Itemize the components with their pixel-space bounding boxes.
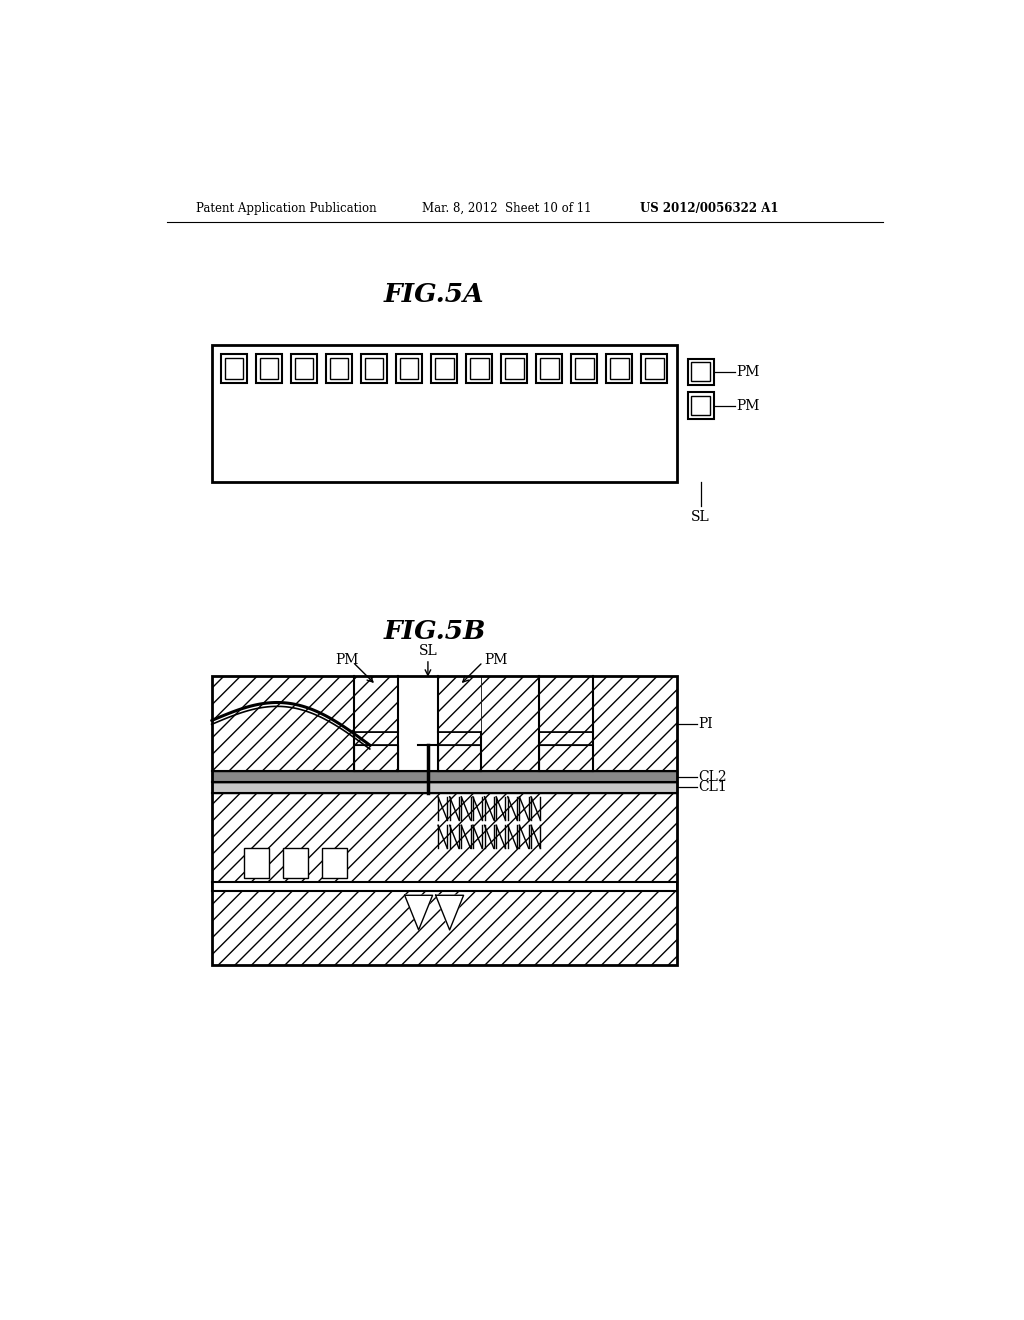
Bar — [536, 354, 562, 383]
Bar — [322, 847, 346, 878]
Bar — [540, 358, 558, 379]
Bar — [470, 358, 488, 379]
Bar — [212, 345, 677, 482]
Text: PM: PM — [484, 653, 508, 668]
Bar — [539, 733, 593, 744]
Bar — [291, 354, 317, 383]
Bar — [645, 358, 664, 379]
Bar — [260, 358, 279, 379]
Bar — [641, 354, 668, 383]
Bar — [539, 744, 593, 771]
Text: SL: SL — [419, 644, 437, 659]
Bar — [501, 354, 527, 383]
Text: Patent Application Publication: Patent Application Publication — [197, 202, 377, 215]
Bar — [400, 358, 419, 379]
Text: PM: PM — [736, 364, 760, 379]
Bar — [354, 676, 397, 733]
Bar — [593, 676, 677, 771]
Bar — [691, 363, 710, 381]
Text: PI: PI — [698, 717, 713, 730]
Bar — [691, 396, 710, 414]
Text: CL1: CL1 — [698, 780, 727, 795]
Bar — [438, 733, 481, 744]
Bar — [295, 358, 313, 379]
Bar — [435, 358, 454, 379]
Text: PM: PM — [736, 399, 760, 413]
Bar — [431, 354, 458, 383]
Bar — [330, 358, 348, 379]
Bar — [687, 359, 714, 385]
Bar — [571, 354, 597, 383]
Text: FIG.5B: FIG.5B — [384, 619, 486, 644]
Bar — [361, 354, 387, 383]
Bar — [438, 744, 481, 771]
Bar — [326, 354, 352, 383]
Bar — [539, 676, 593, 733]
Bar — [221, 354, 248, 383]
Bar — [256, 354, 283, 383]
Bar — [466, 354, 493, 383]
Bar — [396, 354, 422, 383]
Bar — [212, 771, 677, 781]
Bar — [283, 847, 308, 878]
Bar — [225, 358, 244, 379]
Bar — [438, 676, 481, 733]
Text: CL2: CL2 — [698, 770, 727, 784]
Bar — [574, 358, 594, 379]
Bar — [354, 733, 397, 744]
Bar — [212, 676, 677, 965]
Bar — [212, 781, 677, 793]
Text: SL: SL — [691, 511, 710, 524]
Text: Mar. 8, 2012  Sheet 10 of 11: Mar. 8, 2012 Sheet 10 of 11 — [423, 202, 592, 215]
Polygon shape — [435, 895, 464, 929]
Bar — [505, 358, 523, 379]
Bar — [212, 882, 677, 891]
Bar — [687, 392, 714, 418]
Bar — [245, 847, 269, 878]
Text: FIG.5A: FIG.5A — [384, 282, 484, 308]
Bar — [481, 676, 539, 771]
Bar — [212, 793, 677, 882]
Bar — [354, 744, 397, 771]
Text: US 2012/0056322 A1: US 2012/0056322 A1 — [640, 202, 778, 215]
Bar — [212, 676, 677, 965]
Bar — [212, 676, 354, 771]
Bar — [610, 358, 629, 379]
Bar — [212, 891, 677, 965]
Bar — [365, 358, 384, 379]
Bar — [606, 354, 633, 383]
Polygon shape — [404, 895, 432, 929]
Text: PM: PM — [336, 653, 359, 668]
